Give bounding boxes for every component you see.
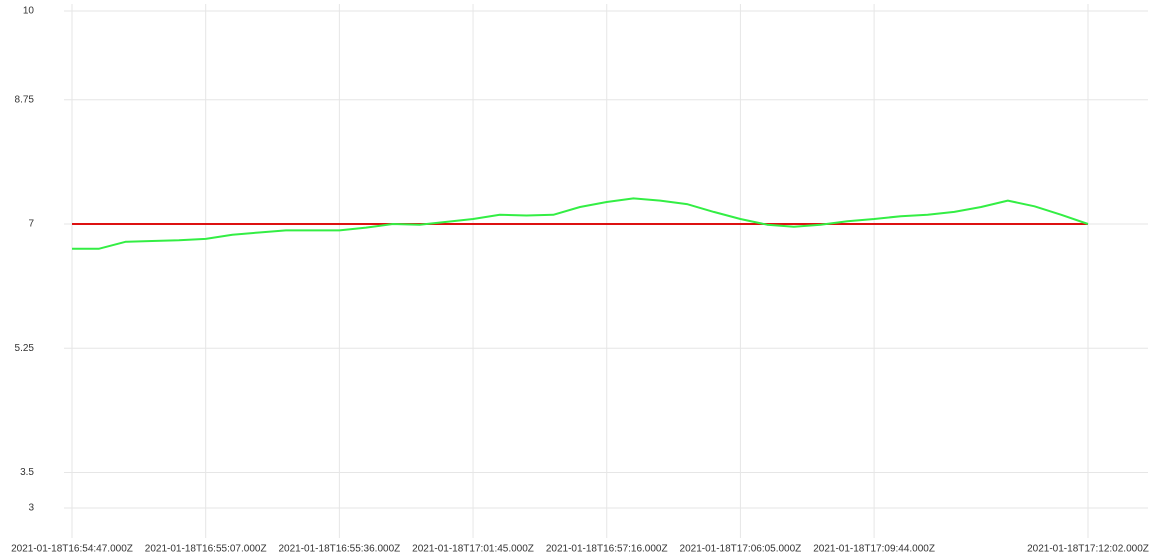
y-tick-label: 3.5 — [20, 467, 34, 478]
y-tick-label: 7 — [28, 219, 34, 230]
data-line — [72, 197, 1089, 250]
x-tick-label: 2021-01-18T17:01:45.000Z — [412, 544, 534, 555]
y-tick-label: 8.75 — [15, 94, 35, 105]
x-tick-label: 2021-01-18T17:12:02.000Z — [1027, 544, 1149, 555]
x-tick-label: 2021-01-18T17:09:44.000Z — [813, 544, 935, 555]
x-tick-label: 2021-01-18T17:06:05.000Z — [680, 544, 802, 555]
y-tick-label: 10 — [23, 6, 35, 17]
x-tick-label: 2021-01-18T16:57:16.000Z — [546, 544, 668, 555]
x-tick-label: 2021-01-18T16:55:07.000Z — [145, 544, 267, 555]
x-tick-label: 2021-01-18T16:55:36.000Z — [278, 544, 400, 555]
y-tick-label: 5.25 — [15, 343, 35, 354]
y-tick-label: 3 — [28, 503, 34, 514]
x-tick-label: 2021-01-18T16:54:47.000Z — [11, 544, 133, 555]
